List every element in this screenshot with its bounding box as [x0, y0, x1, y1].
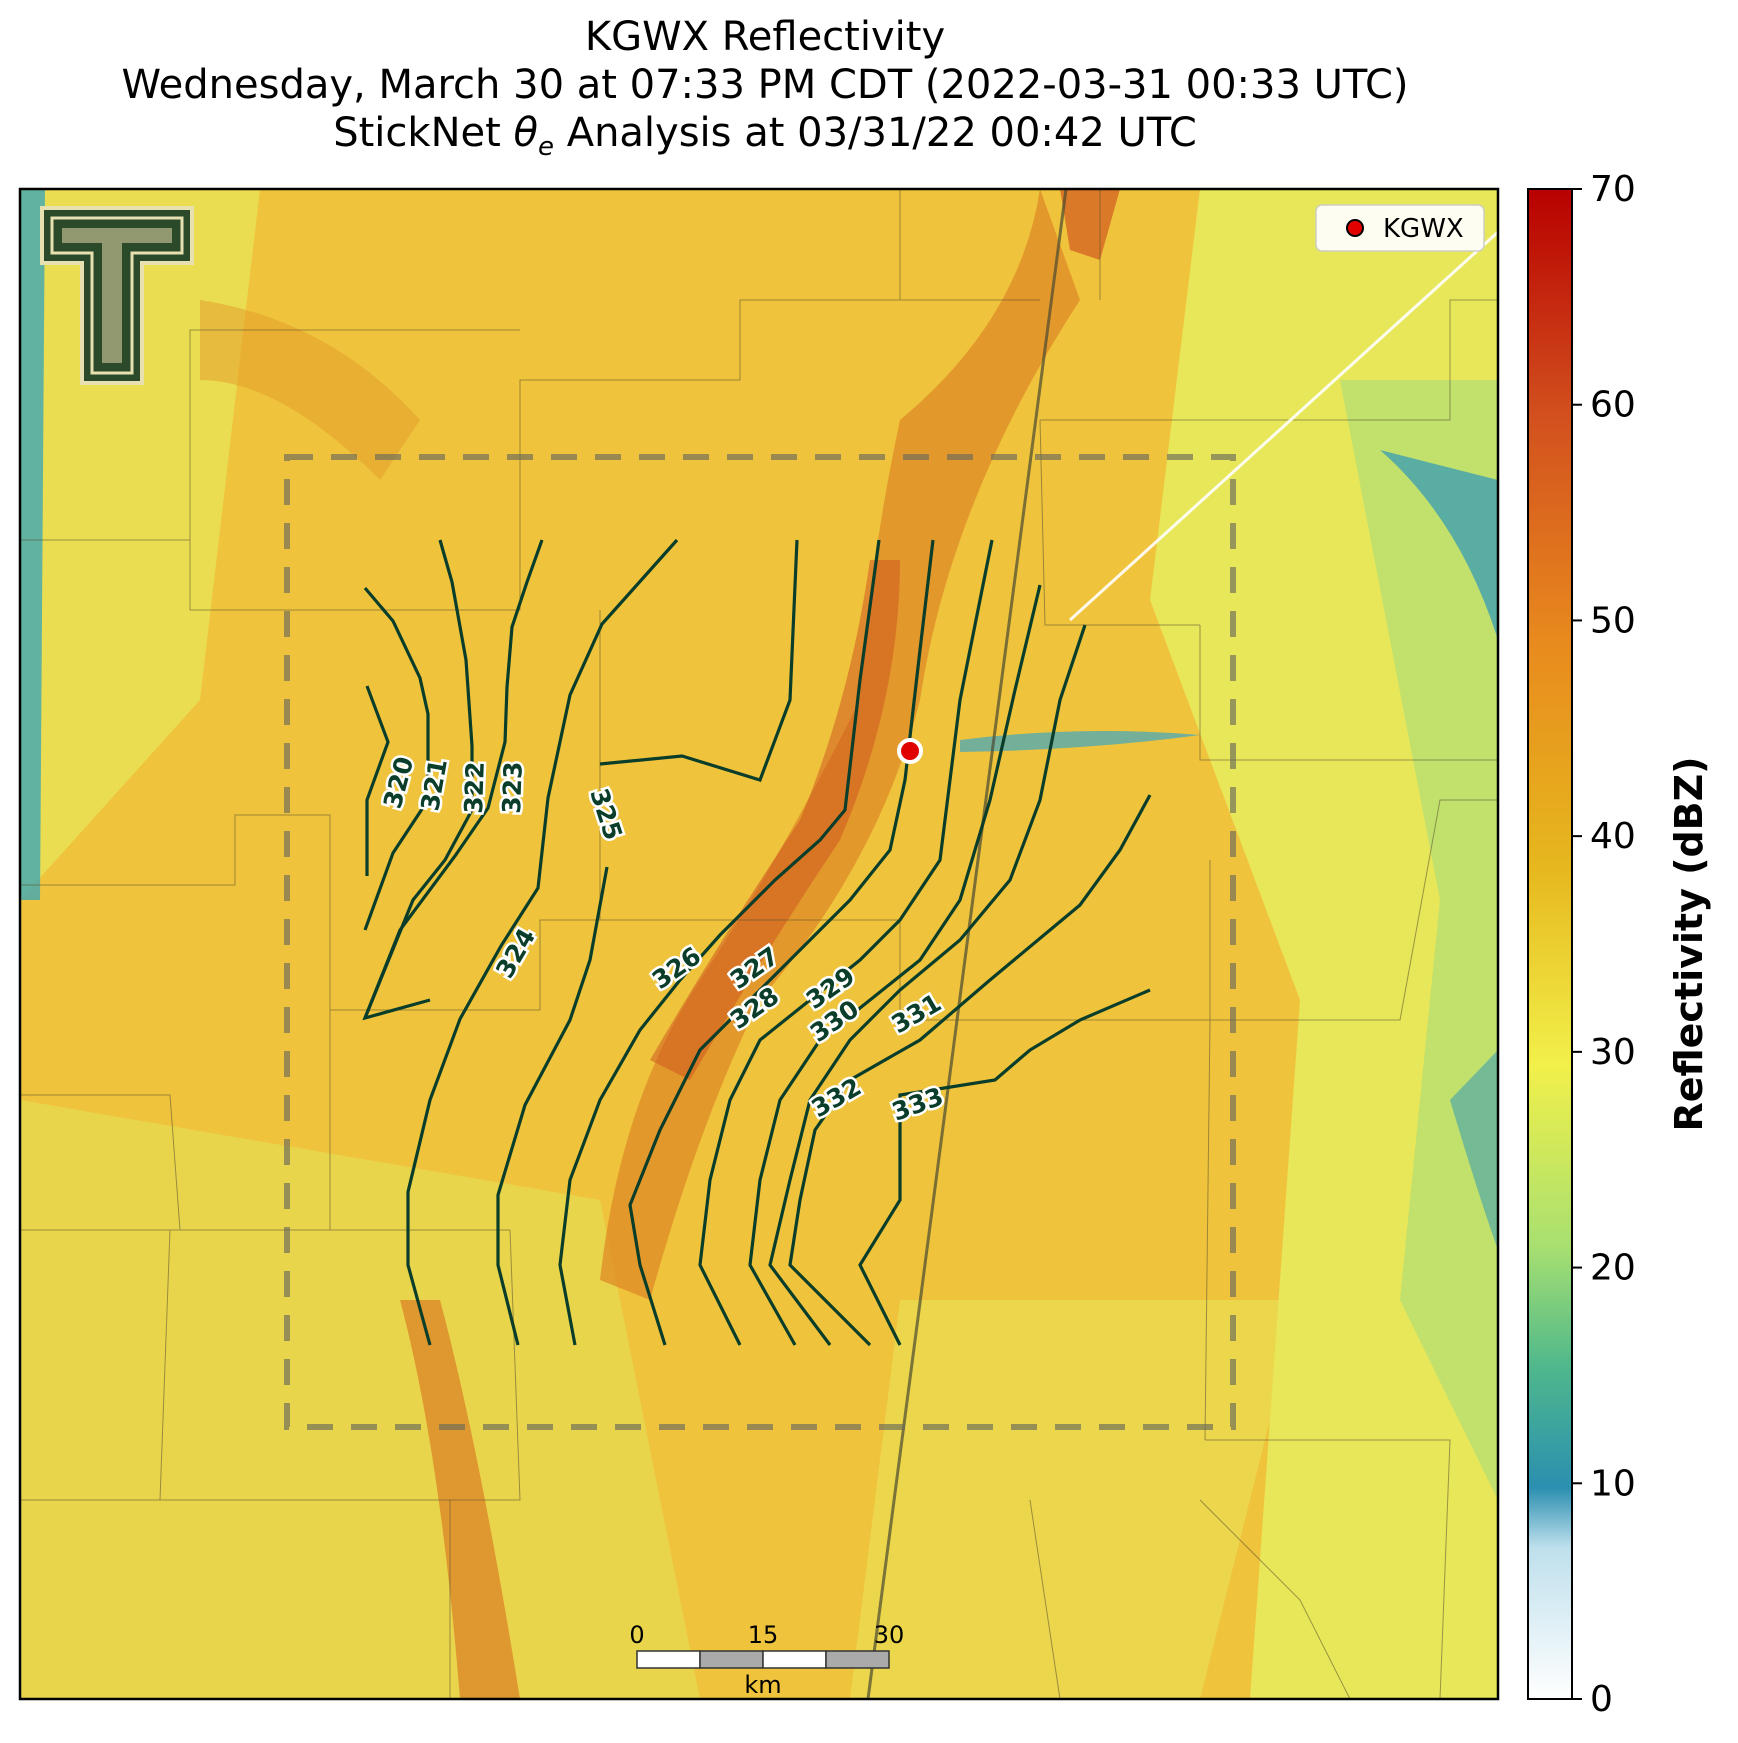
legend-marker-icon: [1346, 219, 1364, 237]
colorbar-tick-label: 70: [1590, 169, 1636, 210]
scale-bar: 0 15 30 km: [629, 1621, 904, 1699]
scale-tick-15: 15: [748, 1621, 779, 1649]
contour-label-322: 322: [459, 761, 490, 814]
colorbar-tick-label: 10: [1590, 1463, 1636, 1504]
colorbar: 0 10 20 30 40 50 60 70 Reflectivity (dBZ): [1527, 169, 1711, 1720]
scale-unit: km: [744, 1671, 781, 1699]
analysis-domain-box: [284, 454, 1236, 1430]
colorbar-tick-label: 20: [1590, 1248, 1636, 1289]
chart-title: KGWX Reflectivity: [584, 14, 946, 60]
colorbar-tick-label: 30: [1590, 1032, 1636, 1073]
scale-tick-0: 0: [629, 1621, 644, 1649]
legend-label: KGWX: [1383, 214, 1464, 244]
map-frame: [18, 187, 1500, 1701]
colorbar-label: Reflectivity (dBZ): [1667, 756, 1711, 1131]
contour-label-323: 323: [497, 761, 528, 814]
scale-tick-30: 30: [874, 1621, 905, 1649]
legend: KGWX: [1315, 204, 1485, 252]
chart-subtitle-time: Wednesday, March 30 at 07:33 PM CDT (202…: [121, 62, 1409, 108]
colorbar-tick-label: 60: [1590, 385, 1636, 426]
colorbar-tick-label: 40: [1590, 816, 1636, 857]
chart-subtitle-analysis: StickNet θe Analysis at 03/31/22 00:42 U…: [333, 110, 1197, 162]
kgwx-radar-marker: [897, 738, 923, 764]
texas-tech-logo-icon: [40, 206, 194, 385]
colorbar-tick-label: 50: [1590, 600, 1636, 641]
colorbar-ticks: 0 10 20 30 40 50 60 70: [1572, 169, 1636, 1720]
reflectivity-field: 320 321 322 323 324 325 326 327 328 329 …: [20, 189, 1498, 1699]
colorbar-tick-label: 0: [1590, 1679, 1613, 1720]
